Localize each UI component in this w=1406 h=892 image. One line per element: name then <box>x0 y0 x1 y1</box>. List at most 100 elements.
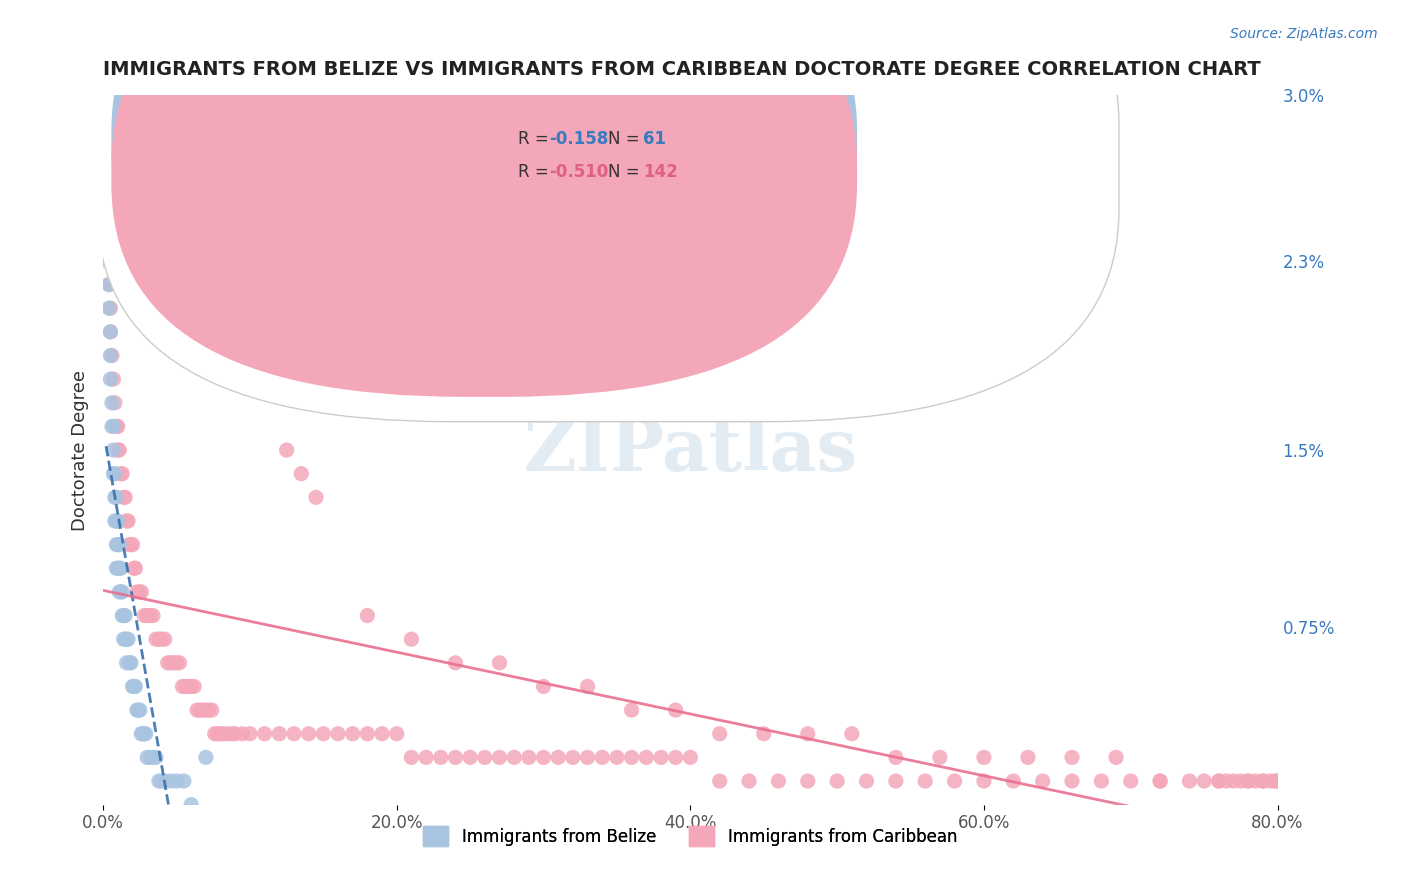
Point <box>98 277 121 292</box>
Point <box>139 608 162 623</box>
Point <box>118 656 141 670</box>
Point <box>173 774 195 789</box>
Point <box>145 632 167 647</box>
Point <box>115 514 138 528</box>
Point <box>1222 774 1244 789</box>
Point <box>105 561 128 575</box>
Text: IMMIGRANTS FROM BELIZE VS IMMIGRANTS FROM CARIBBEAN DOCTORATE DEGREE CORRELATION: IMMIGRANTS FROM BELIZE VS IMMIGRANTS FRO… <box>103 60 1261 78</box>
Point <box>122 561 145 575</box>
Text: N =: N = <box>609 130 645 148</box>
Point <box>112 491 135 505</box>
Point <box>115 632 138 647</box>
Point <box>159 656 181 670</box>
Point <box>118 538 141 552</box>
Point <box>1105 750 1128 764</box>
Point <box>914 774 936 789</box>
Point <box>1258 774 1281 789</box>
Point <box>547 750 569 764</box>
Y-axis label: Doctorate Degree: Doctorate Degree <box>72 369 89 531</box>
Point <box>371 727 394 741</box>
Point <box>114 632 136 647</box>
Point <box>111 467 134 481</box>
Point <box>738 774 761 789</box>
Point <box>145 750 167 764</box>
Point <box>232 727 254 741</box>
Point <box>797 774 820 789</box>
Text: 61: 61 <box>644 130 666 148</box>
Point <box>1178 774 1201 789</box>
Point <box>474 750 496 764</box>
Point <box>401 750 423 764</box>
Point <box>177 680 200 694</box>
Point <box>636 750 658 764</box>
Text: N =: N = <box>609 163 645 181</box>
Point <box>620 750 643 764</box>
Point <box>1032 774 1054 789</box>
Point <box>129 727 152 741</box>
Point <box>283 727 305 741</box>
Point <box>100 325 122 339</box>
Point <box>1017 750 1039 764</box>
Point <box>973 750 995 764</box>
Point <box>132 727 155 741</box>
Point <box>136 750 159 764</box>
Point <box>166 774 188 789</box>
Text: R =: R = <box>517 163 554 181</box>
Point <box>121 538 143 552</box>
Point <box>111 608 134 623</box>
Point <box>150 774 173 789</box>
Point <box>1215 774 1237 789</box>
Point <box>1090 774 1112 789</box>
Point <box>576 750 599 764</box>
Point <box>709 727 731 741</box>
Point <box>139 750 162 764</box>
Point <box>169 656 191 670</box>
Point <box>1060 750 1083 764</box>
Point <box>1002 774 1025 789</box>
Point <box>103 443 125 458</box>
Point <box>162 656 184 670</box>
Point <box>224 727 246 741</box>
Point <box>1149 774 1171 789</box>
Point <box>122 680 145 694</box>
Point <box>100 349 122 363</box>
Point <box>269 727 291 741</box>
Point <box>290 467 312 481</box>
Point <box>591 750 613 764</box>
Point <box>180 797 202 812</box>
Point <box>503 750 526 764</box>
Point <box>135 727 157 741</box>
FancyBboxPatch shape <box>111 0 858 364</box>
Point <box>117 632 139 647</box>
Point <box>1149 774 1171 789</box>
Point <box>153 632 176 647</box>
Point <box>221 727 243 741</box>
Point <box>1237 774 1260 789</box>
Point <box>326 727 349 741</box>
Point <box>110 467 132 481</box>
Point <box>121 680 143 694</box>
Point <box>217 727 239 741</box>
Point <box>429 750 451 764</box>
Point <box>1060 774 1083 789</box>
Point <box>533 680 555 694</box>
Point <box>98 301 121 316</box>
Point <box>96 254 118 268</box>
Point <box>112 632 135 647</box>
Point <box>110 561 132 575</box>
Point <box>111 585 134 599</box>
Point <box>620 703 643 717</box>
Point <box>576 680 599 694</box>
Point <box>134 727 156 741</box>
Point <box>276 443 298 458</box>
Point <box>517 750 540 764</box>
Point <box>943 774 966 789</box>
Point <box>884 774 907 789</box>
Point <box>94 183 117 197</box>
Point <box>180 680 202 694</box>
Point <box>104 514 127 528</box>
Point <box>108 538 131 552</box>
Point <box>797 727 820 741</box>
Point <box>142 608 165 623</box>
Point <box>188 703 211 717</box>
